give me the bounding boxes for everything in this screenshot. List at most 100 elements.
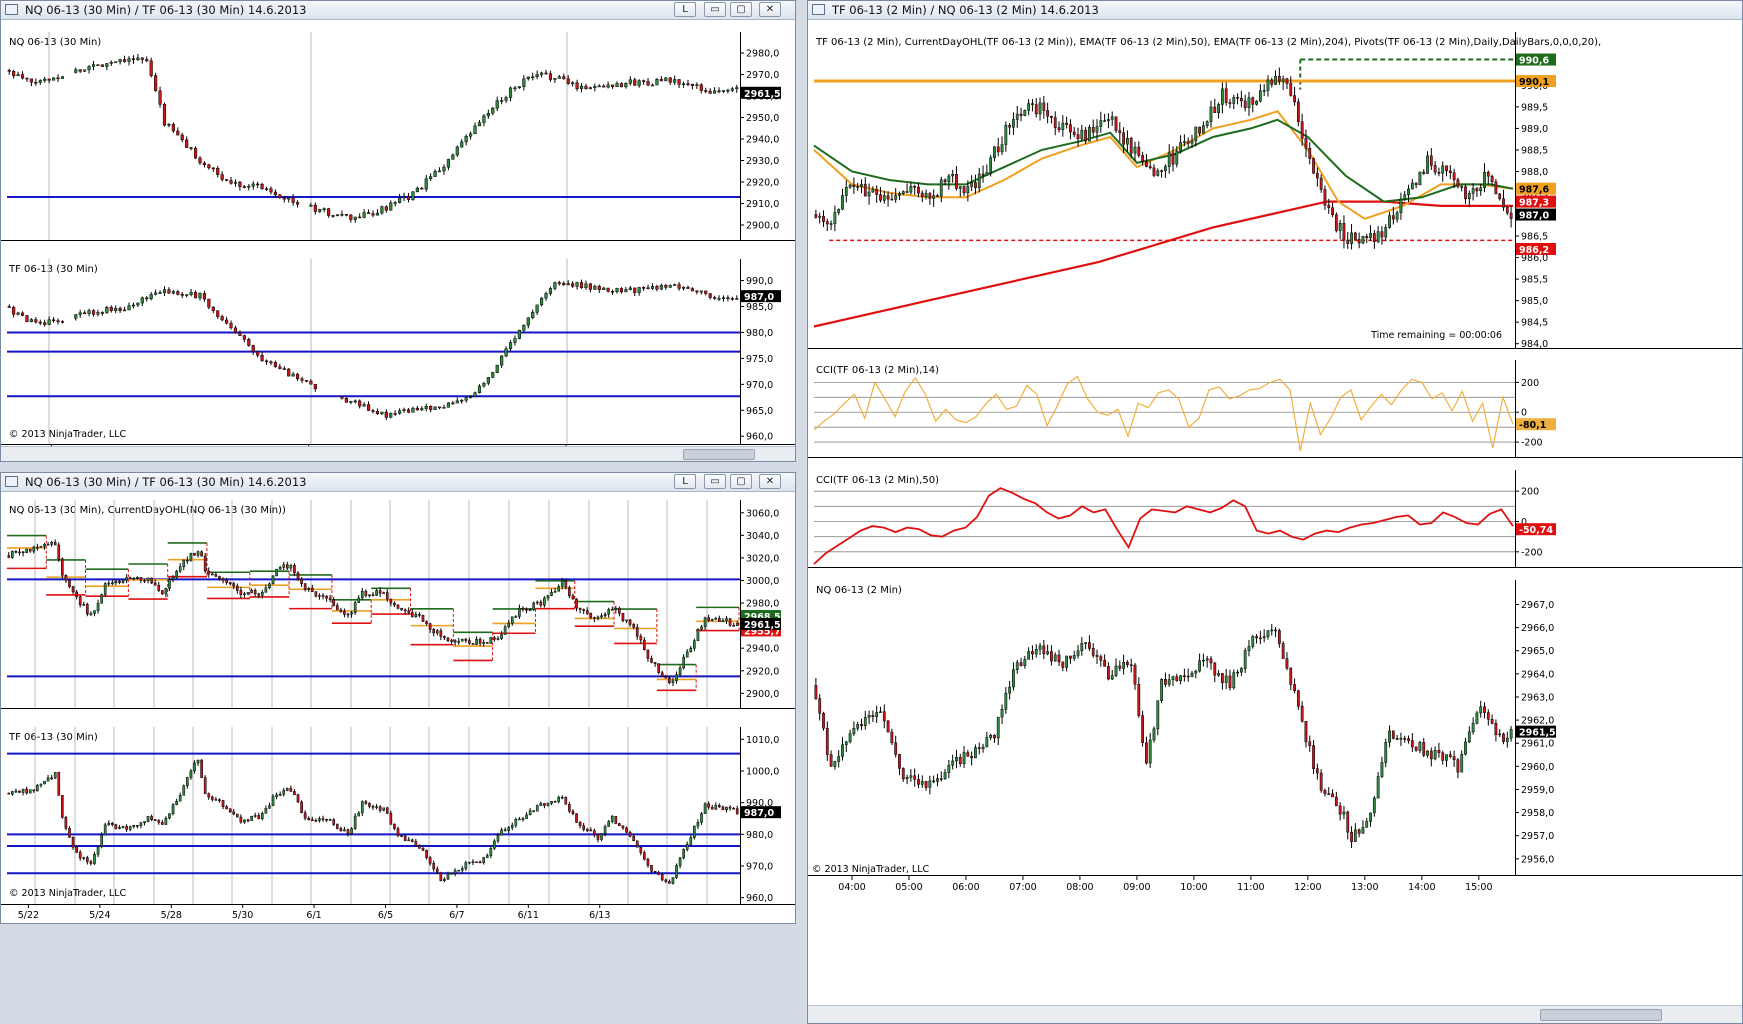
- candle-body: [646, 287, 650, 290]
- candle-body: [358, 216, 362, 219]
- candle-body: [321, 595, 325, 597]
- candle-body: [271, 796, 275, 806]
- candle-body: [695, 84, 699, 86]
- y-tick-label: 2900,0: [746, 220, 779, 231]
- close-button[interactable]: ✕: [759, 2, 781, 17]
- candle-body: [310, 587, 314, 592]
- candle-body: [193, 148, 198, 159]
- candle-body: [962, 752, 966, 765]
- candle-body: [384, 206, 388, 211]
- link-button[interactable]: L: [674, 474, 696, 489]
- candle-body: [238, 181, 242, 187]
- candle-body: [360, 591, 364, 599]
- candle-body: [477, 385, 482, 393]
- candle-body: [610, 816, 614, 822]
- candle-body: [1384, 742, 1388, 763]
- candle-body: [1319, 772, 1323, 791]
- candle-body: [71, 586, 75, 593]
- candle-body: [1008, 125, 1012, 128]
- candle-body: [78, 312, 82, 315]
- candle-body: [282, 564, 286, 568]
- candle-body: [96, 603, 100, 611]
- candle-body: [1391, 730, 1395, 739]
- candle-body: [1220, 673, 1224, 683]
- candle-body: [362, 212, 366, 218]
- chart-canvas-2[interactable]: 2900,02920,02940,02960,02980,03000,03020…: [1, 492, 795, 924]
- candle-body: [36, 785, 39, 792]
- candle-body: [371, 213, 375, 216]
- candle-body: [936, 778, 939, 782]
- maximize-button[interactable]: ▢: [730, 2, 752, 17]
- minimize-button[interactable]: ▭: [704, 2, 726, 17]
- candle-body: [1426, 750, 1429, 756]
- candle-body: [585, 610, 589, 614]
- candle-body: [250, 816, 253, 821]
- link-button[interactable]: L: [674, 2, 696, 17]
- candle-body: [710, 806, 714, 810]
- candle-body: [1122, 132, 1126, 145]
- minimize-button[interactable]: ▭: [704, 474, 726, 489]
- candle-body: [446, 637, 450, 642]
- candle-body: [1323, 790, 1327, 795]
- candle-body: [619, 83, 624, 88]
- day-low-marker: 2955,75: [744, 626, 787, 637]
- candle-body: [415, 187, 419, 193]
- candle-body: [43, 544, 46, 547]
- candle-body: [153, 819, 157, 822]
- candle-body: [335, 824, 339, 829]
- candle-body: [829, 754, 833, 767]
- candle-body: [1433, 165, 1437, 173]
- candle-body: [83, 69, 87, 72]
- candle-body: [186, 559, 189, 562]
- candle-body: [128, 577, 132, 579]
- candle-body: [260, 354, 264, 362]
- candle-body: [257, 593, 261, 596]
- candle-body: [603, 613, 607, 617]
- candle-body: [700, 813, 703, 823]
- scrollbar-thumb[interactable]: [683, 449, 755, 460]
- maximize-button[interactable]: ▢: [730, 474, 752, 489]
- close-button[interactable]: ✕: [759, 474, 781, 489]
- window-3-titlebar[interactable]: TF 06-13 (2 Min) / NQ 06-13 (2 Min) 14.6…: [808, 1, 1742, 20]
- candle-body: [278, 194, 282, 199]
- candle-body: [328, 597, 332, 600]
- candle-body: [531, 312, 535, 318]
- chart-canvas-3[interactable]: 984,0984,5985,0985,5986,0986,5987,0987,5…: [808, 20, 1742, 1012]
- y-tick-label: 2961,0: [1521, 739, 1554, 750]
- horizontal-scrollbar[interactable]: [1, 446, 795, 461]
- price-marker: 990,6: [1519, 56, 1549, 67]
- candle-body: [1198, 660, 1201, 672]
- candle-body: [535, 74, 539, 78]
- candle-body: [703, 617, 707, 628]
- candle-body: [1019, 662, 1023, 666]
- candle-body: [655, 285, 659, 290]
- candle-body: [118, 826, 121, 829]
- candle-body: [358, 400, 362, 407]
- chart-canvas-1[interactable]: 2900,02910,02920,02930,02940,02950,02960…: [1, 20, 795, 462]
- horizontal-scrollbar[interactable]: [808, 1005, 1742, 1023]
- candle-body: [1414, 182, 1418, 186]
- candle-body: [1251, 636, 1255, 647]
- scrollbar-thumb[interactable]: [1540, 1009, 1662, 1021]
- candle-body: [659, 79, 663, 82]
- candle-body: [713, 297, 717, 299]
- candle-body: [353, 602, 357, 613]
- candle-body: [260, 591, 264, 596]
- candle-body: [450, 640, 453, 642]
- candle-body: [87, 66, 91, 71]
- candle-body: [958, 186, 962, 189]
- candle-body: [415, 407, 419, 411]
- candle-body: [510, 825, 514, 828]
- chart-window-2: NQ 06-13 (30 Min) / TF 06-13 (30 Min) 14…: [0, 472, 796, 924]
- candle-body: [1285, 78, 1289, 84]
- candle-body: [544, 293, 548, 299]
- window-2-titlebar[interactable]: NQ 06-13 (30 Min) / TF 06-13 (30 Min) 14…: [1, 473, 795, 492]
- y-tick-label: 986,5: [1521, 232, 1548, 243]
- candle-body: [1395, 212, 1399, 220]
- candle-body: [818, 698, 822, 714]
- candle-body: [517, 86, 521, 89]
- candle-body: [322, 208, 326, 210]
- candle-body: [564, 579, 568, 588]
- window-1-titlebar[interactable]: NQ 06-13 (30 Min) / TF 06-13 (30 Min) 14…: [1, 1, 795, 20]
- candle-body: [253, 815, 257, 817]
